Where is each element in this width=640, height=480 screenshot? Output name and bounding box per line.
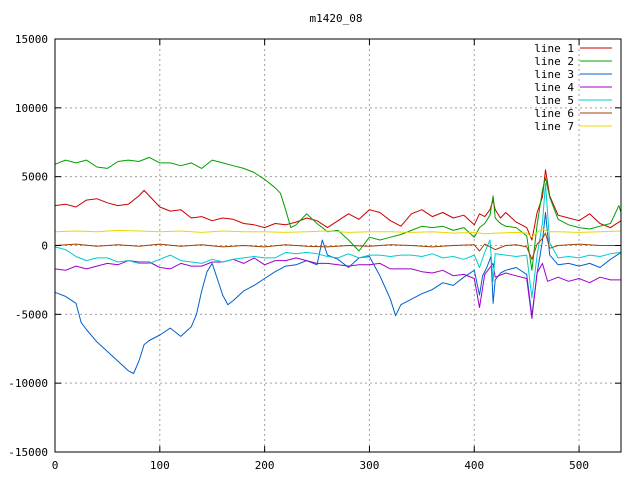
chart-title: m1420_08 [310,12,363,25]
x-tick-label: 500 [569,459,589,472]
legend-label-3: line 3 [534,68,574,81]
legend-label-7: line 7 [534,120,574,133]
x-tick-label: 200 [255,459,275,472]
y-tick-label: -15000 [8,446,48,459]
x-tick-label: 100 [150,459,170,472]
legend-label-1: line 1 [534,42,574,55]
x-tick-label: 0 [52,459,59,472]
y-tick-label: 10000 [15,102,48,115]
x-tick-label: 400 [464,459,484,472]
series-line-7 [54,228,622,238]
series-line-6 [54,232,621,260]
axis-ticks: 0 100 200 300 400 500 -15000 -10000 -5000 0 5000 10… [8,33,621,472]
series-line-1 [54,169,622,241]
legend-label-2: line 2 [534,55,574,68]
legend-label-4: line 4 [534,81,574,94]
y-tick-label: 5000 [22,171,49,184]
series-line-5 [54,183,622,299]
y-tick-label: -5000 [15,308,48,321]
legend-label-5: line 5 [534,94,574,107]
x-tick-label: 300 [360,459,380,472]
series-line-2 [54,156,622,271]
y-tick-label: 0 [41,240,48,253]
series-line-4 [54,257,621,319]
y-tick-label: 15000 [15,33,48,46]
data-series [54,156,622,374]
y-tick-label: -10000 [8,377,48,390]
legend-label-6: line 6 [534,107,574,120]
